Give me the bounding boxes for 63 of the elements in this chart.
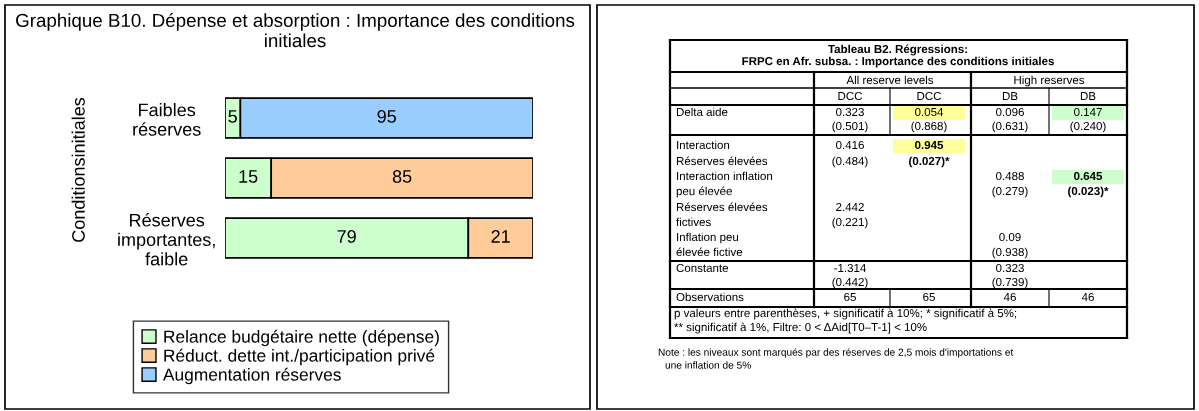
text: Interaction: [677, 140, 730, 150]
legend-label: Augmentation réserves: [162, 367, 341, 385]
text: 65: [923, 292, 935, 302]
data-label: 15: [239, 170, 258, 183]
text: 2.442: [836, 202, 864, 211]
text: (0.240): [1070, 121, 1106, 133]
text: Réserves élevées: [676, 202, 768, 212]
text: All reserve levels: [846, 75, 934, 85]
text: 46: [1081, 292, 1094, 302]
text: (0.221): [832, 217, 868, 229]
text: 0.054: [915, 107, 944, 117]
data-label: 95: [377, 110, 396, 123]
data-label: 21: [491, 230, 510, 243]
text: 0.323: [996, 263, 1024, 273]
text: -1.314: [834, 263, 867, 273]
text: 0.416: [836, 140, 864, 150]
text: DCC: [838, 91, 863, 101]
text: (0.442): [832, 277, 868, 289]
text: Constante: [676, 263, 729, 273]
text: Réserves élevées: [676, 156, 768, 166]
text: (0.739): [992, 277, 1028, 289]
text: 0.323: [836, 107, 864, 117]
text: peu élevée: [676, 186, 732, 198]
text: (0.868): [911, 121, 947, 133]
legend-label: Réduct. dette int./participation privé: [164, 348, 435, 366]
text: 0.945: [915, 140, 944, 150]
text: DCC: [917, 91, 942, 101]
text: (0.484): [832, 156, 868, 168]
y-axis-title: Conditionsinitiales: [71, 97, 85, 242]
text: High reserves: [1014, 75, 1085, 87]
text: Note : les niveaux sont marqués par des réserves de 2,5 mois d'importations et: [658, 348, 1014, 358]
text: Delta aide: [676, 107, 728, 117]
text: 0.645: [1074, 171, 1103, 181]
text: (0.501): [832, 121, 868, 133]
y-tick-label: Réserves importantes, faible: [118, 213, 215, 266]
text: DB: [1080, 92, 1096, 100]
data-label: 5: [228, 110, 237, 123]
y-tick-label: Faibles réserves: [133, 103, 201, 136]
text: (0.938): [992, 247, 1028, 259]
text: DB: [1002, 92, 1018, 100]
text: (0.027)*: [909, 156, 950, 168]
text: fictives: [676, 217, 711, 227]
text: une inflation de 5%: [665, 361, 751, 369]
text: Inflation peu: [677, 232, 739, 244]
text: p valeurs entre parenthèses, + significatif à 10%; * significatif à 5%;: [674, 308, 1017, 320]
data-label: 85: [392, 170, 412, 183]
text: élevée fictive: [676, 247, 743, 257]
text: 0.096: [996, 107, 1024, 117]
text: ** significatif à 1%, Filtre: 0 < ΔAid[T0–T-1] < 10%: [674, 322, 927, 334]
text: Observations: [676, 292, 744, 302]
text: 0.488: [996, 171, 1024, 181]
text: 0.147: [1074, 107, 1102, 117]
text: Interaction inflation: [677, 171, 773, 181]
text: (0.631): [992, 121, 1028, 133]
legend-label: Relance budgétaire nette (dépense): [164, 329, 439, 347]
text: Tableau B2. Régressions: FRPC en Afr. subsa. : Importance des conditions initiales: [742, 44, 1054, 68]
chart-title: Graphique B10. Dépense et absorption : Importance des conditions initiales: [16, 13, 575, 48]
text: (0.023)*: [1068, 186, 1109, 198]
text: 0.09: [999, 232, 1021, 242]
text: 46: [1003, 292, 1016, 302]
text: (0.279): [992, 186, 1028, 198]
text: 65: [844, 292, 856, 302]
data-label: 79: [337, 230, 356, 243]
